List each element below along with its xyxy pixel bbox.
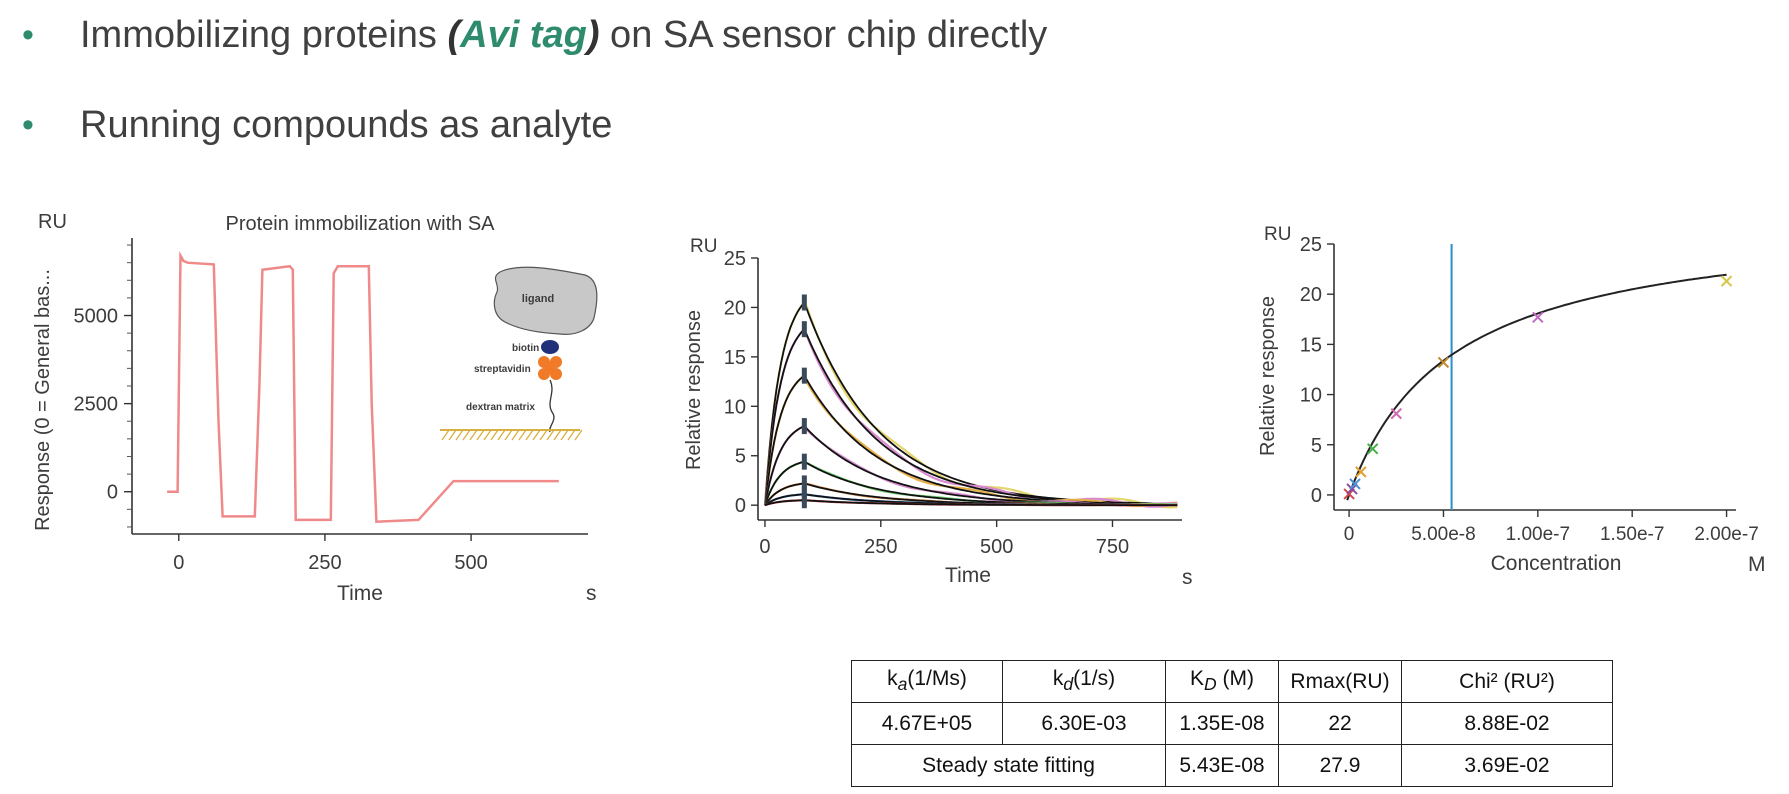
cell-chi: 8.88E-02 (1401, 702, 1613, 745)
ligand-shape (493, 266, 598, 335)
sensorgram-data-curve (763, 424, 1178, 507)
steady-state-chart: RU Relative response Concentration M 0 5.… (1257, 224, 1766, 576)
chart1-ytick-label: 0 (107, 482, 118, 504)
chart1-title: Protein immobilization with SA (226, 213, 496, 235)
paren-close: ) (586, 14, 600, 56)
steady-state-point (1390, 407, 1402, 420)
chart2-xtick-label: 500 (980, 536, 1013, 558)
chart3-yunit: RU (1264, 224, 1291, 245)
chart2-ytick-label: 15 (724, 347, 746, 369)
streptavidin-shape (538, 356, 562, 380)
sensorgram-fit-curve (764, 499, 1178, 507)
chart3-ytick-label: 20 (1300, 284, 1322, 306)
cell-ka: 4.67E+05 (851, 702, 1003, 745)
dextran-label: dextran matrix (466, 402, 535, 413)
bullet-dot-1: • (22, 16, 34, 54)
cell-steady-label: Steady state fitting (851, 744, 1166, 787)
chart2-ytick-label: 5 (735, 446, 746, 468)
chart1-xtick-label: 500 (454, 552, 487, 574)
cell-steady-KD: 5.43E-08 (1165, 744, 1279, 787)
chart2-yunit: RU (690, 236, 717, 257)
surface-hatch (441, 429, 583, 441)
chart2-xtick-label: 750 (1096, 536, 1129, 558)
cell-kd: 6.30E-03 (1002, 702, 1166, 745)
chart3-xtick-label: 0 (1344, 524, 1355, 545)
table-row: 4.67E+05 6.30E-03 1.35E-08 22 8.88E-02 (851, 702, 1613, 745)
sensorgram-fit-curve (764, 425, 1178, 506)
ligand-schematic: ligand biotin streptavidin dextran matri… (440, 266, 598, 441)
chart2-ytick-label: 20 (724, 297, 746, 319)
chart1-yunit: RU (38, 211, 67, 233)
chart3-ytick-label: 15 (1300, 334, 1322, 356)
chart3-ylabel: Relative response (1257, 296, 1279, 456)
chart3-xtick-label: 1.00e-7 (1506, 524, 1570, 545)
chart3-xtick-label: 5.00e-8 (1411, 524, 1475, 545)
chart3-ytick-label: 5 (1311, 435, 1322, 457)
chart3-xunit: M (1748, 553, 1766, 576)
avi-tag-highlight: Avi tag (460, 14, 587, 56)
bullet-1-post: on SA sensor chip directly (599, 14, 1048, 56)
steady-state-point (1532, 311, 1544, 323)
chart2-ytick-label: 0 (735, 495, 746, 517)
chart3-ytick-label: 10 (1300, 385, 1322, 407)
chart2-xunit: s (1182, 566, 1193, 589)
cell-rmax: 22 (1278, 702, 1402, 745)
steady-state-point (1349, 478, 1361, 490)
kinetics-table: ka(1/Ms) kd(1/s) KD (M) Rmax(RU) Chi² (R… (851, 660, 1613, 787)
chart1-ytick-label: 2500 (74, 394, 119, 416)
bullet-text-2: Running compounds as analyte (80, 104, 613, 146)
chart3-ytick-label: 25 (1300, 234, 1322, 256)
chart1-ytick-label: 5000 (74, 306, 119, 328)
sensorgram-chart: RU Relative response Time s 0 250 500 750 0 5… (683, 236, 1193, 589)
chart2-xtick-label: 0 (759, 536, 770, 558)
header-KD: KD (M) (1165, 660, 1279, 703)
chart1-xunit: s (586, 582, 597, 605)
cell-steady-chi: 3.69E-02 (1401, 744, 1613, 787)
sensorgram-data-curve (763, 327, 1178, 508)
chart3-xtick-label: 2.00e-7 (1694, 524, 1758, 545)
chart2-xlabel: Time (945, 564, 991, 587)
biotin-label: biotin (512, 343, 539, 354)
chart3-xlabel: Concentration (1491, 552, 1622, 575)
immobilization-trace (167, 250, 559, 524)
header-kd: kd(1/s) (1002, 660, 1166, 703)
biotin-shape (541, 340, 559, 354)
cell-KD: 1.35E-08 (1165, 702, 1279, 745)
table-row: Steady state fitting 5.43E-08 27.9 3.69E… (851, 744, 1613, 787)
streptavidin-label: streptavidin (474, 364, 531, 375)
chart2-ylabel: Relative response (683, 310, 705, 470)
cell-steady-rmax: 27.9 (1278, 744, 1402, 787)
dextran-strand (549, 379, 555, 433)
header-rmax: Rmax(RU) (1278, 660, 1402, 703)
sensorgram-data-curve (763, 300, 1178, 509)
paren-open: ( (447, 14, 461, 56)
chart1-xtick-label: 0 (173, 552, 184, 574)
ligand-label: ligand (522, 293, 554, 305)
chart1-ylabel: Response (0 = General bas... (32, 269, 54, 531)
steady-state-point (1366, 443, 1379, 455)
chart1-xtick-label: 250 (308, 552, 341, 574)
immobilization-chart: Protein immobilization with SA RU Respon… (32, 211, 598, 605)
steady-state-point (1355, 466, 1367, 478)
header-chi: Chi² (RU²) (1401, 660, 1613, 703)
steady-state-point (1437, 356, 1450, 369)
bullet-1-pre: Immobilizing proteins (80, 14, 448, 56)
table-header-row: ka(1/Ms) kd(1/s) KD (M) Rmax(RU) Chi² (R… (851, 660, 1613, 703)
chart3-ytick-label: 0 (1311, 485, 1322, 507)
steady-state-point (1720, 275, 1733, 287)
sensorgram-fit-curve (764, 300, 1178, 506)
header-ka: ka(1/Ms) (851, 660, 1003, 703)
steady-state-fit-curve (1346, 273, 1727, 501)
bullet-text-1: Immobilizing proteins (Avi tag) on SA se… (80, 14, 1047, 57)
chart3-xtick-label: 1.50e-7 (1600, 524, 1664, 545)
chart1-xlabel: Time (337, 582, 383, 605)
chart2-ytick-label: 10 (724, 396, 746, 418)
chart2-xtick-label: 250 (864, 536, 897, 558)
bullet-dot-2: • (22, 106, 34, 144)
chart2-ytick-label: 25 (724, 248, 746, 270)
